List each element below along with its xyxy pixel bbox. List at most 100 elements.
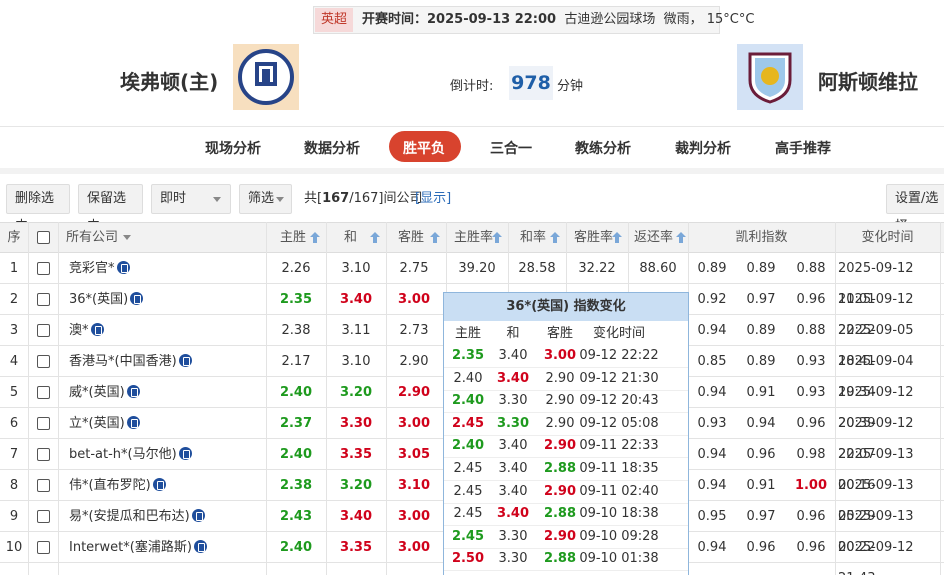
rate: 32.22 [578, 261, 616, 276]
company-name[interactable]: bet-at-h*(马尔他) [69, 439, 192, 470]
company-icon [126, 416, 140, 429]
column-header[interactable]: 返还率 [634, 222, 688, 253]
row-checkbox[interactable] [37, 293, 50, 306]
odds: 2.17 [281, 354, 311, 369]
column-header[interactable]: 主胜 [280, 222, 326, 253]
row-checkbox[interactable] [37, 479, 50, 492]
column-line [266, 222, 267, 575]
tab[interactable]: 数据分析 [304, 141, 360, 157]
row-checkbox[interactable] [37, 417, 50, 430]
row-number: 1 [9, 261, 19, 276]
change-time: 2025-09-05 18:41 [838, 323, 914, 369]
sort-arrow [370, 232, 380, 243]
sort-arrow [430, 232, 440, 243]
kelly: 0.89 [746, 323, 776, 338]
company-name[interactable]: 易*(安提瓜和巴布达) [69, 501, 205, 532]
kelly: 0.98 [796, 447, 826, 462]
rate: 28.58 [518, 261, 556, 276]
popup-row-line [444, 434, 688, 436]
filter-select[interactable]: 筛选 [239, 184, 292, 214]
odds: 3.05 [397, 447, 431, 462]
odds: 3.35 [339, 540, 373, 555]
kickoff-time: 2025-09-13 22:00 [427, 12, 557, 27]
sort-arrow [676, 232, 686, 243]
button[interactable]: 删除选中 [6, 184, 70, 234]
column-header[interactable]: 和 [344, 222, 386, 253]
popup-time: 09-10 01:38 [579, 551, 659, 567]
row-checkbox[interactable] [37, 541, 50, 554]
header-checkbox[interactable] [37, 231, 50, 244]
popup-row-line [444, 502, 688, 504]
popup-odds: 2.40 [451, 393, 485, 409]
company-name[interactable]: Interwet*(塞浦路斯) [69, 532, 207, 563]
tab[interactable]: 现场分析 [205, 141, 261, 157]
company-count: 共[167/167]间公司 [304, 184, 422, 214]
column-header[interactable]: 和率 [520, 222, 566, 253]
odds: 3.20 [339, 385, 373, 400]
popup-odds: 3.40 [498, 461, 528, 476]
tab[interactable]: 胜平负 [403, 141, 445, 157]
company-name[interactable]: 竞彩官* [69, 253, 130, 284]
change-time: 2025-09-12 21:43 [838, 540, 914, 575]
popup-time: 09-11 18:35 [579, 461, 659, 476]
change-time: 2025-09-12 22:07 [838, 416, 914, 462]
odds: 3.30 [339, 416, 373, 431]
tab[interactable]: 高手推荐 [775, 141, 831, 157]
company-name[interactable]: 伟*(直布罗陀) [69, 470, 166, 501]
odds: 2.40 [279, 447, 313, 462]
change-time: 2025-09-13 00:22 [838, 509, 914, 555]
column-header[interactable]: 客胜率 [574, 222, 628, 253]
row-checkbox[interactable] [37, 355, 50, 368]
odds: 2.90 [397, 385, 431, 400]
tab[interactable]: 教练分析 [575, 141, 631, 157]
odds: 3.10 [397, 478, 431, 493]
kelly: 0.97 [746, 292, 776, 307]
popup-odds: 3.30 [496, 415, 530, 431]
show-link[interactable]: [显示] [415, 191, 452, 206]
kelly: 0.94 [697, 540, 727, 555]
row-checkbox[interactable] [37, 510, 50, 523]
row-checkbox[interactable] [37, 448, 50, 461]
tab[interactable]: 裁判分析 [675, 141, 731, 157]
kelly: 0.88 [796, 323, 826, 338]
column-line [835, 222, 836, 575]
count-text: /167]间公司 [349, 191, 423, 206]
settings-button[interactable]: 设置/选择 [886, 184, 944, 234]
company-name[interactable]: 36*(英国) [69, 284, 144, 315]
company-icon [193, 540, 207, 553]
column-header[interactable]: 所有公司 [66, 230, 119, 245]
dropdown-caret [276, 197, 284, 202]
company-name[interactable]: 香港马*(中国香港) [69, 346, 192, 377]
popup-odds: 2.90 [545, 393, 575, 409]
kickoff-label: 开赛时间： [362, 12, 428, 27]
kelly: 0.89 [746, 354, 776, 369]
popup-odds: 3.40 [496, 370, 530, 386]
popup-odds: 2.45 [453, 483, 483, 499]
company-name[interactable]: 立*(英国) [69, 408, 140, 439]
popup-title: 36*(英国) 指数变化 [444, 293, 688, 321]
popup-odds: 3.40 [498, 483, 528, 499]
popup-odds: 3.40 [498, 438, 528, 454]
button[interactable]: 保留选中 [78, 184, 143, 234]
kelly: 0.93 [796, 354, 826, 369]
company-icon [90, 323, 104, 336]
sort-arrow [492, 232, 502, 243]
kelly: 0.96 [796, 540, 826, 555]
odds: 2.75 [399, 261, 429, 276]
odds: 3.40 [339, 292, 373, 307]
row-checkbox[interactable] [37, 262, 50, 275]
tab[interactable]: 三合一 [490, 141, 532, 157]
sort-arrow [550, 232, 560, 243]
kelly: 0.88 [796, 261, 826, 276]
kelly: 1.00 [794, 478, 828, 493]
row-checkbox[interactable] [37, 386, 50, 399]
row-checkbox[interactable] [37, 324, 50, 337]
popup-time: 09-10 18:38 [579, 506, 659, 522]
popup-odds: 2.88 [543, 506, 577, 522]
column-header[interactable]: 客胜 [398, 222, 446, 253]
company-name[interactable]: 澳* [69, 315, 104, 346]
odds: 2.38 [279, 478, 313, 493]
popup-odds: 2.45 [453, 461, 483, 476]
column-header[interactable]: 主胜率 [454, 222, 508, 253]
company-name[interactable]: 威*(英国) [69, 377, 140, 408]
